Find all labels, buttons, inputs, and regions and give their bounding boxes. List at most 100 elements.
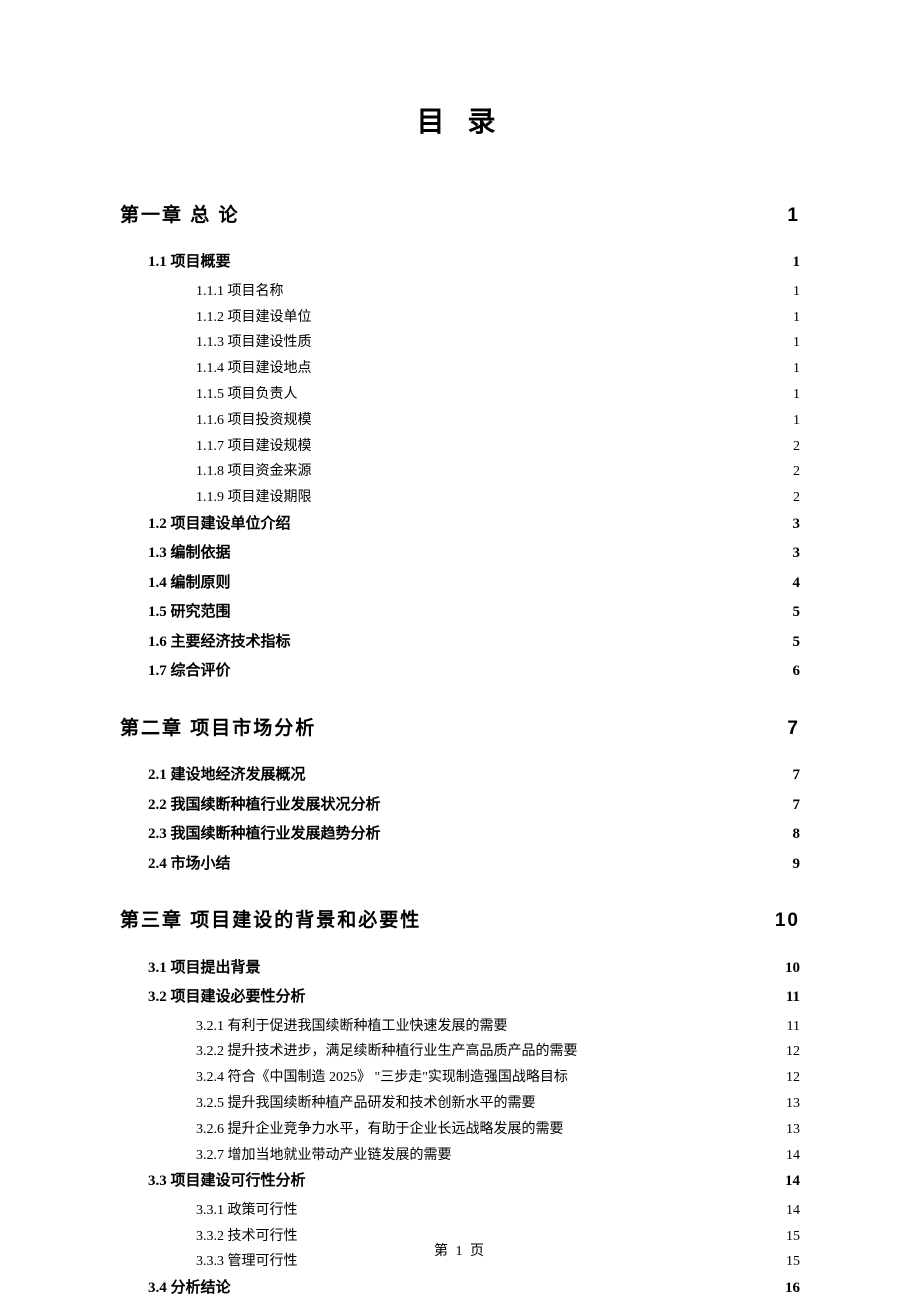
toc-entry: 2.3 我国续断种植行业发展趋势分析 8	[148, 822, 800, 848]
toc-label: 3.2.5 提升我国续断种植产品研发和技术创新水平的需要	[196, 1092, 536, 1116]
toc-page-number: 5	[793, 600, 801, 626]
toc-page-number: 13	[786, 1118, 800, 1142]
toc-entry: 第三章 项目建设的背景和必要性 10	[120, 905, 800, 937]
toc-label: 3.4 分析结论	[148, 1276, 231, 1302]
toc-entry: 1.5 研究范围 5	[148, 600, 800, 626]
toc-page-number: 9	[793, 852, 801, 878]
toc-page-number: 10	[775, 905, 800, 937]
toc-label: 1.1.4 项目建设地点	[196, 357, 312, 381]
toc-page-number: 1	[793, 357, 800, 381]
toc-entry: 1.6 主要经济技术指标5	[148, 630, 800, 656]
toc-entry: 1.1 项目概要 1	[148, 250, 800, 276]
toc-page-number: 8	[793, 822, 801, 848]
toc-entry: 3.4 分析结论 16	[148, 1276, 800, 1302]
toc-label: 3.2 项目建设必要性分析	[148, 985, 306, 1011]
toc-page-number: 14	[786, 1199, 800, 1223]
toc-page-number: 1	[793, 331, 800, 355]
toc-label: 1.1.1 项目名称	[196, 280, 284, 304]
toc-page-number: 7	[793, 793, 801, 819]
toc-entry: 1.1.3 项目建设性质 1	[196, 331, 800, 355]
toc-page-number: 3	[793, 541, 801, 567]
toc-page-number: 1	[787, 200, 800, 232]
toc-entry: 3.3 项目建设可行性分析 14	[148, 1169, 800, 1195]
toc-entry: 3.2.7 增加当地就业带动产业链发展的需要 14	[196, 1144, 800, 1168]
toc-page-number: 13	[786, 1092, 800, 1116]
toc-entry: 3.2.6 提升企业竞争力水平，有助于企业长远战略发展的需要 13	[196, 1118, 800, 1142]
toc-label: 3.3 项目建设可行性分析	[148, 1169, 306, 1195]
toc-label: 1.1.3 项目建设性质	[196, 331, 312, 355]
toc-entry: 1.1.1 项目名称 1	[196, 280, 800, 304]
toc-entry: 2.4 市场小结 9	[148, 852, 800, 878]
toc-entry: 1.4 编制原则 4	[148, 571, 800, 597]
toc-label: 1.7 综合评价	[148, 659, 231, 685]
toc-label: 3.2.7 增加当地就业带动产业链发展的需要	[196, 1144, 452, 1168]
toc-entry: 3.2.2 提升技术进步，满足续断种植行业生产高品质产品的需要 12	[196, 1040, 800, 1064]
toc-label: 3.2.1 有利于促进我国续断种植工业快速发展的需要	[196, 1015, 508, 1039]
toc-entry: 3.3.1 政策可行性 14	[196, 1199, 800, 1223]
toc-page-number: 2	[793, 486, 800, 510]
toc-label: 1.1 项目概要	[148, 250, 231, 276]
toc-entry: 1.2 项目建设单位介绍 3	[148, 512, 800, 538]
toc-entry: 1.1.5 项目负责人 1	[196, 383, 800, 407]
toc-label: 第三章 项目建设的背景和必要性	[120, 905, 421, 937]
toc-page-number: 7	[787, 713, 800, 745]
toc-label: 3.2.6 提升企业竞争力水平，有助于企业长远战略发展的需要	[196, 1118, 564, 1142]
toc-label: 2.2 我国续断种植行业发展状况分析	[148, 793, 381, 819]
table-of-contents: 第一章 总 论11.1 项目概要11.1.1 项目名称11.1.2 项目建设单位…	[120, 200, 800, 1302]
toc-label: 3.2.4 符合《中国制造 2025》 "三步走"实现制造强国战略目标	[196, 1066, 568, 1090]
toc-page-number: 1	[793, 306, 800, 330]
toc-page-number: 14	[785, 1169, 800, 1195]
toc-page-number: 3	[793, 512, 801, 538]
toc-entry: 3.2 项目建设必要性分析 11	[148, 985, 800, 1011]
toc-page-number: 11	[787, 1015, 800, 1039]
toc-label: 2.1 建设地经济发展概况	[148, 763, 306, 789]
toc-label: 1.1.7 项目建设规模	[196, 435, 312, 459]
toc-label: 1.1.5 项目负责人	[196, 383, 298, 407]
toc-entry: 3.2.5 提升我国续断种植产品研发和技术创新水平的需要 13	[196, 1092, 800, 1116]
toc-entry: 2.2 我国续断种植行业发展状况分析 7	[148, 793, 800, 819]
toc-entry: 2.1 建设地经济发展概况 7	[148, 763, 800, 789]
toc-page-number: 5	[793, 630, 801, 656]
page-footer: 第 1 页	[0, 1240, 920, 1260]
toc-entry: 1.1.2 项目建设单位 1	[196, 306, 800, 330]
toc-page-number: 16	[785, 1276, 800, 1302]
toc-label: 1.1.9 项目建设期限	[196, 486, 312, 510]
toc-entry: 1.1.7 项目建设规模 2	[196, 435, 800, 459]
toc-label: 3.1 项目提出背景	[148, 956, 261, 982]
toc-page-number: 1	[793, 280, 800, 304]
toc-page-number: 1	[793, 250, 801, 276]
toc-label: 3.3.1 政策可行性	[196, 1199, 298, 1223]
toc-page-number: 11	[786, 985, 800, 1011]
toc-entry: 3.2.1 有利于促进我国续断种植工业快速发展的需要 11	[196, 1015, 800, 1039]
toc-label: 第一章 总 论	[120, 200, 240, 232]
toc-entry: 1.1.8 项目资金来源2	[196, 460, 800, 484]
toc-entry: 第二章 项目市场分析7	[120, 713, 800, 745]
toc-page-number: 2	[793, 460, 800, 484]
toc-page-number: 2	[793, 435, 800, 459]
toc-entry: 第一章 总 论 1	[120, 200, 800, 232]
toc-label: 1.5 研究范围	[148, 600, 231, 626]
toc-label: 1.4 编制原则	[148, 571, 231, 597]
toc-label: 1.1.6 项目投资规模	[196, 409, 312, 433]
toc-page-number: 4	[793, 571, 801, 597]
toc-page-number: 6	[793, 659, 801, 685]
toc-page-number: 12	[786, 1040, 800, 1064]
toc-page-number: 1	[793, 409, 800, 433]
toc-entry: 1.1.6 项目投资规模 1	[196, 409, 800, 433]
document-title: 目 录	[120, 100, 800, 140]
toc-entry: 3.2.4 符合《中国制造 2025》 "三步走"实现制造强国战略目标 12	[196, 1066, 800, 1090]
toc-label: 1.2 项目建设单位介绍	[148, 512, 291, 538]
toc-label: 2.4 市场小结	[148, 852, 231, 878]
toc-page-number: 1	[793, 383, 800, 407]
toc-entry: 3.1 项目提出背景 10	[148, 956, 800, 982]
toc-label: 3.2.2 提升技术进步，满足续断种植行业生产高品质产品的需要	[196, 1040, 578, 1064]
toc-label: 1.1.2 项目建设单位	[196, 306, 312, 330]
toc-entry: 1.7 综合评价 6	[148, 659, 800, 685]
toc-page-number: 12	[786, 1066, 800, 1090]
toc-page-number: 14	[786, 1144, 800, 1168]
toc-page-number: 10	[785, 956, 800, 982]
toc-label: 2.3 我国续断种植行业发展趋势分析	[148, 822, 381, 848]
toc-page-number: 7	[793, 763, 801, 789]
toc-entry: 1.3 编制依据3	[148, 541, 800, 567]
toc-entry: 1.1.9 项目建设期限 2	[196, 486, 800, 510]
